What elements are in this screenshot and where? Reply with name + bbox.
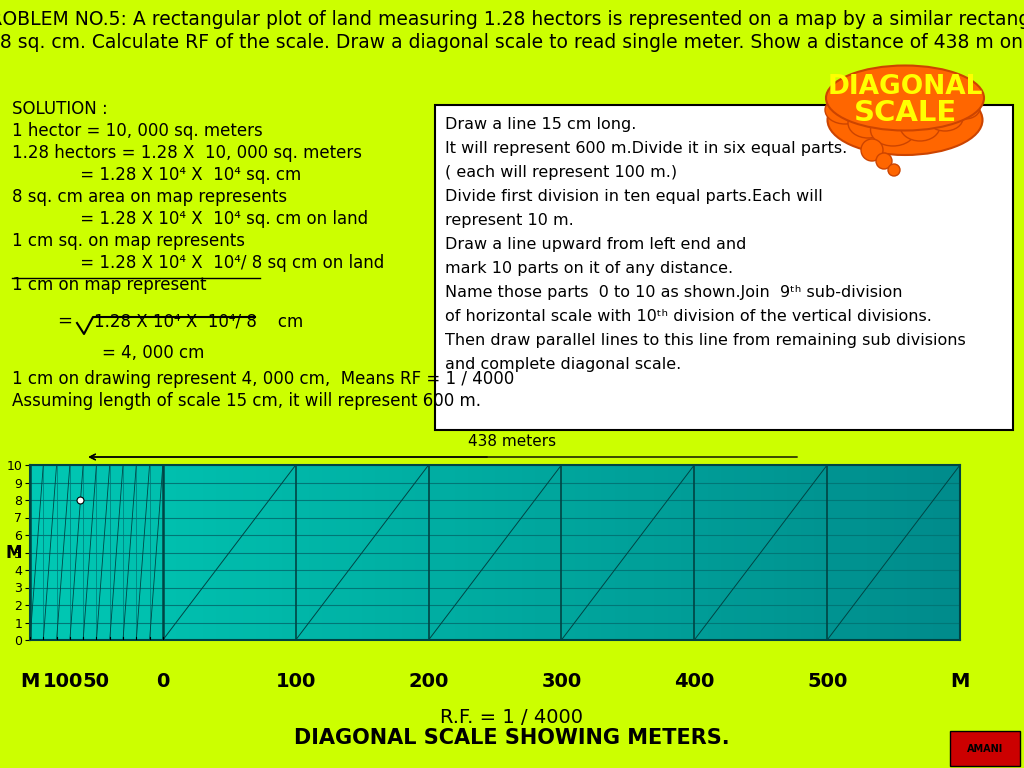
Text: Name those parts  0 to 10 as shown.Join  9ᵗʰ sub-division: Name those parts 0 to 10 as shown.Join 9… xyxy=(445,285,902,300)
Text: 1.28 hectors = 1.28 X  10, 000 sq. meters: 1.28 hectors = 1.28 X 10, 000 sq. meters xyxy=(12,144,362,162)
Text: 200: 200 xyxy=(409,672,449,691)
Text: 0: 0 xyxy=(157,672,170,691)
Circle shape xyxy=(876,153,892,169)
Text: M: M xyxy=(20,672,40,691)
Text: Divide first division in ten equal parts.Each will: Divide first division in ten equal parts… xyxy=(445,189,822,204)
Text: 400: 400 xyxy=(674,672,715,691)
Text: AMANI: AMANI xyxy=(967,744,1004,754)
Text: =: = xyxy=(57,312,72,330)
Text: DIAGONAL: DIAGONAL xyxy=(827,74,983,100)
Text: Assuming length of scale 15 cm, it will represent 600 m.: Assuming length of scale 15 cm, it will … xyxy=(12,392,481,410)
Text: Draw a line upward from left end and: Draw a line upward from left end and xyxy=(445,237,746,252)
Text: 500: 500 xyxy=(807,672,847,691)
Text: 438 meters: 438 meters xyxy=(468,435,556,449)
Text: 100: 100 xyxy=(43,672,83,691)
Text: represent 10 m.: represent 10 m. xyxy=(445,213,573,228)
Text: ( each will represent 100 m.): ( each will represent 100 m.) xyxy=(445,165,677,180)
Text: 50: 50 xyxy=(83,672,110,691)
FancyBboxPatch shape xyxy=(435,105,1013,430)
Text: = 1.28 X 10⁴ X  10⁴ sq. cm on land: = 1.28 X 10⁴ X 10⁴ sq. cm on land xyxy=(12,210,368,228)
Ellipse shape xyxy=(927,105,963,131)
Circle shape xyxy=(888,164,900,176)
Text: = 4, 000 cm: = 4, 000 cm xyxy=(102,344,205,362)
Text: and complete diagonal scale.: and complete diagonal scale. xyxy=(445,357,681,372)
Ellipse shape xyxy=(870,114,915,146)
Text: M: M xyxy=(950,672,970,691)
Text: 1 cm on map represent: 1 cm on map represent xyxy=(12,276,207,294)
Text: 8 sq. cm area on map represents: 8 sq. cm area on map represents xyxy=(12,188,287,206)
Ellipse shape xyxy=(950,97,980,119)
Ellipse shape xyxy=(826,65,984,131)
FancyBboxPatch shape xyxy=(950,731,1020,766)
Text: 300: 300 xyxy=(542,672,582,691)
Text: mark 10 parts on it of any distance.: mark 10 parts on it of any distance. xyxy=(445,261,733,276)
Ellipse shape xyxy=(825,96,865,124)
Text: 1 hector = 10, 000 sq. meters: 1 hector = 10, 000 sq. meters xyxy=(12,122,263,140)
Text: Draw a line 15 cm long.: Draw a line 15 cm long. xyxy=(445,117,636,132)
Ellipse shape xyxy=(900,111,940,141)
Text: 1 cm sq. on map represents: 1 cm sq. on map represents xyxy=(12,232,245,250)
Text: of 8 sq. cm. Calculate RF of the scale. Draw a diagonal scale to read single met: of 8 sq. cm. Calculate RF of the scale. … xyxy=(0,33,1024,52)
Text: 1 cm on drawing represent 4, 000 cm,  Means RF = 1 / 4000: 1 cm on drawing represent 4, 000 cm, Mea… xyxy=(12,370,514,388)
Text: = 1.28 X 10⁴ X  10⁴ sq. cm: = 1.28 X 10⁴ X 10⁴ sq. cm xyxy=(12,166,301,184)
Text: R.F. = 1 / 4000: R.F. = 1 / 4000 xyxy=(440,708,584,727)
Text: M: M xyxy=(5,544,22,561)
Text: DIAGONAL SCALE SHOWING METERS.: DIAGONAL SCALE SHOWING METERS. xyxy=(294,728,730,748)
Text: 100: 100 xyxy=(275,672,315,691)
Text: Then draw parallel lines to this line from remaining sub divisions: Then draw parallel lines to this line fr… xyxy=(445,333,966,348)
Text: = 1.28 X 10⁴ X  10⁴/ 8 sq cm on land: = 1.28 X 10⁴ X 10⁴/ 8 sq cm on land xyxy=(12,254,384,272)
Text: SOLUTION :: SOLUTION : xyxy=(12,100,108,118)
Text: It will represent 600 m.Divide it in six equal parts.: It will represent 600 m.Divide it in six… xyxy=(445,141,847,156)
Ellipse shape xyxy=(827,85,982,155)
Text: SCALE: SCALE xyxy=(853,99,956,127)
Text: 1.28 X 10⁴ X  10⁴/ 8    cm: 1.28 X 10⁴ X 10⁴/ 8 cm xyxy=(94,312,303,330)
Ellipse shape xyxy=(848,108,888,138)
Text: of horizontal scale with 10ᵗʰ division of the vertical divisions.: of horizontal scale with 10ᵗʰ division o… xyxy=(445,309,932,324)
Circle shape xyxy=(861,139,883,161)
Text: PROBLEM NO.5: A rectangular plot of land measuring 1.28 hectors is represented o: PROBLEM NO.5: A rectangular plot of land… xyxy=(0,10,1024,29)
